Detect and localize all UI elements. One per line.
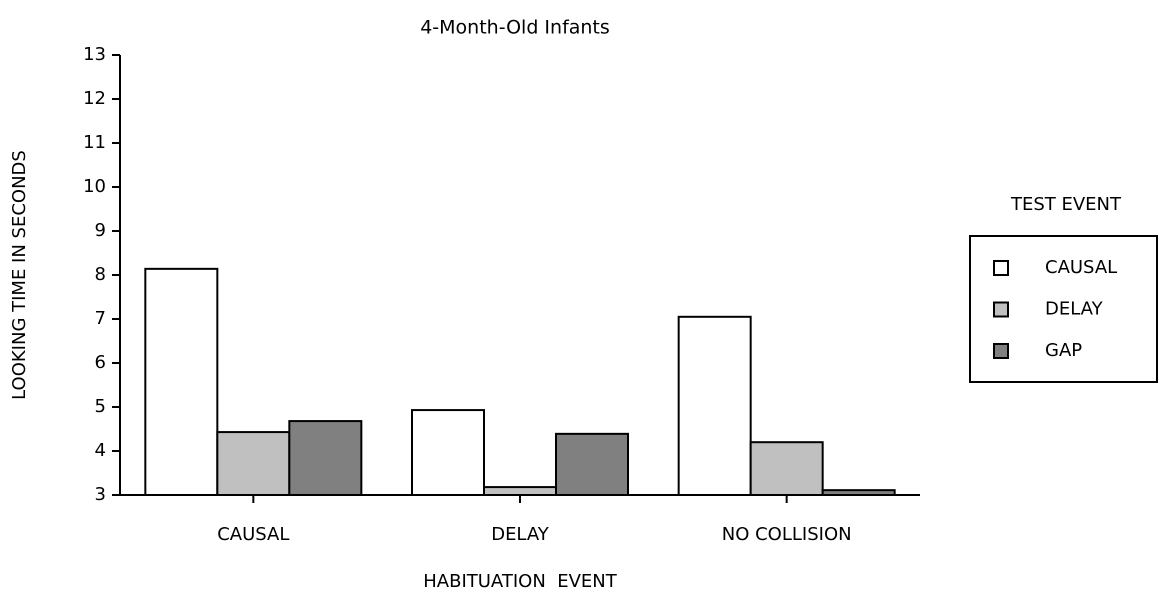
bar	[555, 432, 629, 496]
legend-swatch	[993, 343, 1009, 359]
legend-label: CAUSAL	[1045, 257, 1117, 278]
legend-label: GAP	[1045, 340, 1082, 361]
bar	[288, 420, 363, 496]
y-axis-label: LOOKING TIME IN SECONDS	[9, 150, 30, 400]
bar	[821, 489, 896, 497]
x-axis-label: HABITUATION EVENT	[423, 571, 617, 592]
bar	[677, 315, 752, 496]
y-tick-label: 11	[83, 132, 106, 153]
y-tick-label: 13	[83, 44, 106, 65]
y-tick-label: 8	[95, 264, 106, 285]
bar	[216, 431, 291, 496]
legend-label: DELAY	[1045, 299, 1104, 320]
y-tick-label: 5	[95, 396, 106, 417]
bar	[144, 267, 219, 496]
legend-swatch	[993, 260, 1009, 276]
y-tick-label: 4	[95, 440, 106, 461]
legend-box	[969, 235, 1158, 383]
chart-title: 4-Month-Old Infants	[420, 17, 610, 39]
bar	[411, 409, 485, 496]
y-tick-label: 12	[83, 88, 106, 109]
bar	[749, 441, 824, 497]
x-tick-label: DELAY	[491, 524, 550, 545]
y-tick-label: 9	[95, 220, 106, 241]
x-tick-label: CAUSAL	[217, 524, 289, 545]
y-tick-label: 3	[95, 484, 106, 505]
y-tick-label: 7	[95, 308, 106, 329]
bar	[483, 486, 557, 496]
legend-title: TEST EVENT	[1010, 194, 1122, 215]
legend-swatch	[993, 301, 1009, 318]
x-tick-label: NO COLLISION	[722, 524, 852, 545]
y-tick-label: 6	[95, 352, 106, 373]
y-tick-label: 10	[83, 176, 106, 197]
